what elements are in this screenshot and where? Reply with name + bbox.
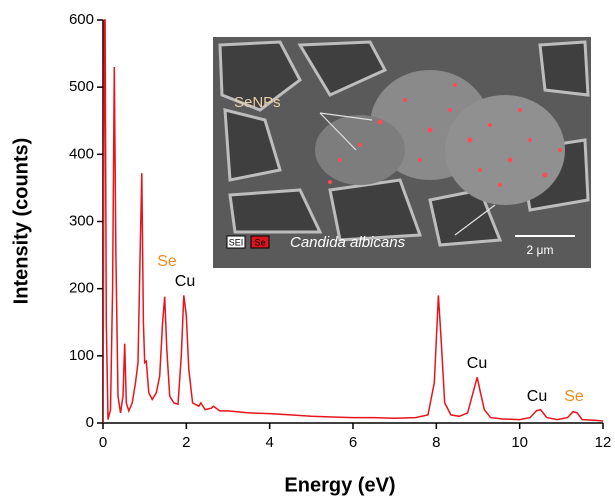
x-tick-label: 10 xyxy=(511,434,528,451)
y-tick-label: 500 xyxy=(69,78,94,95)
y-tick-label: 300 xyxy=(69,212,94,229)
inset-detector: SEI xyxy=(229,237,244,247)
spectrum-line xyxy=(103,19,604,424)
inset-element: Se xyxy=(254,237,265,247)
x-tick-label: 4 xyxy=(265,434,273,451)
inset-label: SeNPs xyxy=(234,94,281,111)
annotation: Cu xyxy=(527,388,547,405)
x-tick-label: 8 xyxy=(432,434,440,451)
y-tick-label: 200 xyxy=(69,280,94,297)
y-tick-label: 600 xyxy=(69,11,94,28)
inset-organism: Candida albicans xyxy=(290,234,406,251)
inset-scale: 2 μm xyxy=(527,243,554,257)
x-tick-label: 2 xyxy=(182,434,190,451)
annotation: Se xyxy=(564,388,584,405)
annotation: Cu xyxy=(467,355,487,372)
x-tick-label: 0 xyxy=(99,434,107,451)
y-axis-label: Intensity (counts) xyxy=(10,138,32,305)
y-tick-label: 400 xyxy=(69,145,94,162)
y-tick-label: 100 xyxy=(69,347,94,364)
annotation: Se xyxy=(157,253,177,270)
x-axis-label: Energy (eV) xyxy=(284,474,395,496)
x-tick-label: 12 xyxy=(595,434,612,451)
x-tick-label: 6 xyxy=(349,434,357,451)
y-tick-label: 0 xyxy=(86,414,94,431)
annotation: Cu xyxy=(175,273,195,290)
inset-image: SEI Se SeNPs Candida albicans 2 μm xyxy=(213,37,591,268)
